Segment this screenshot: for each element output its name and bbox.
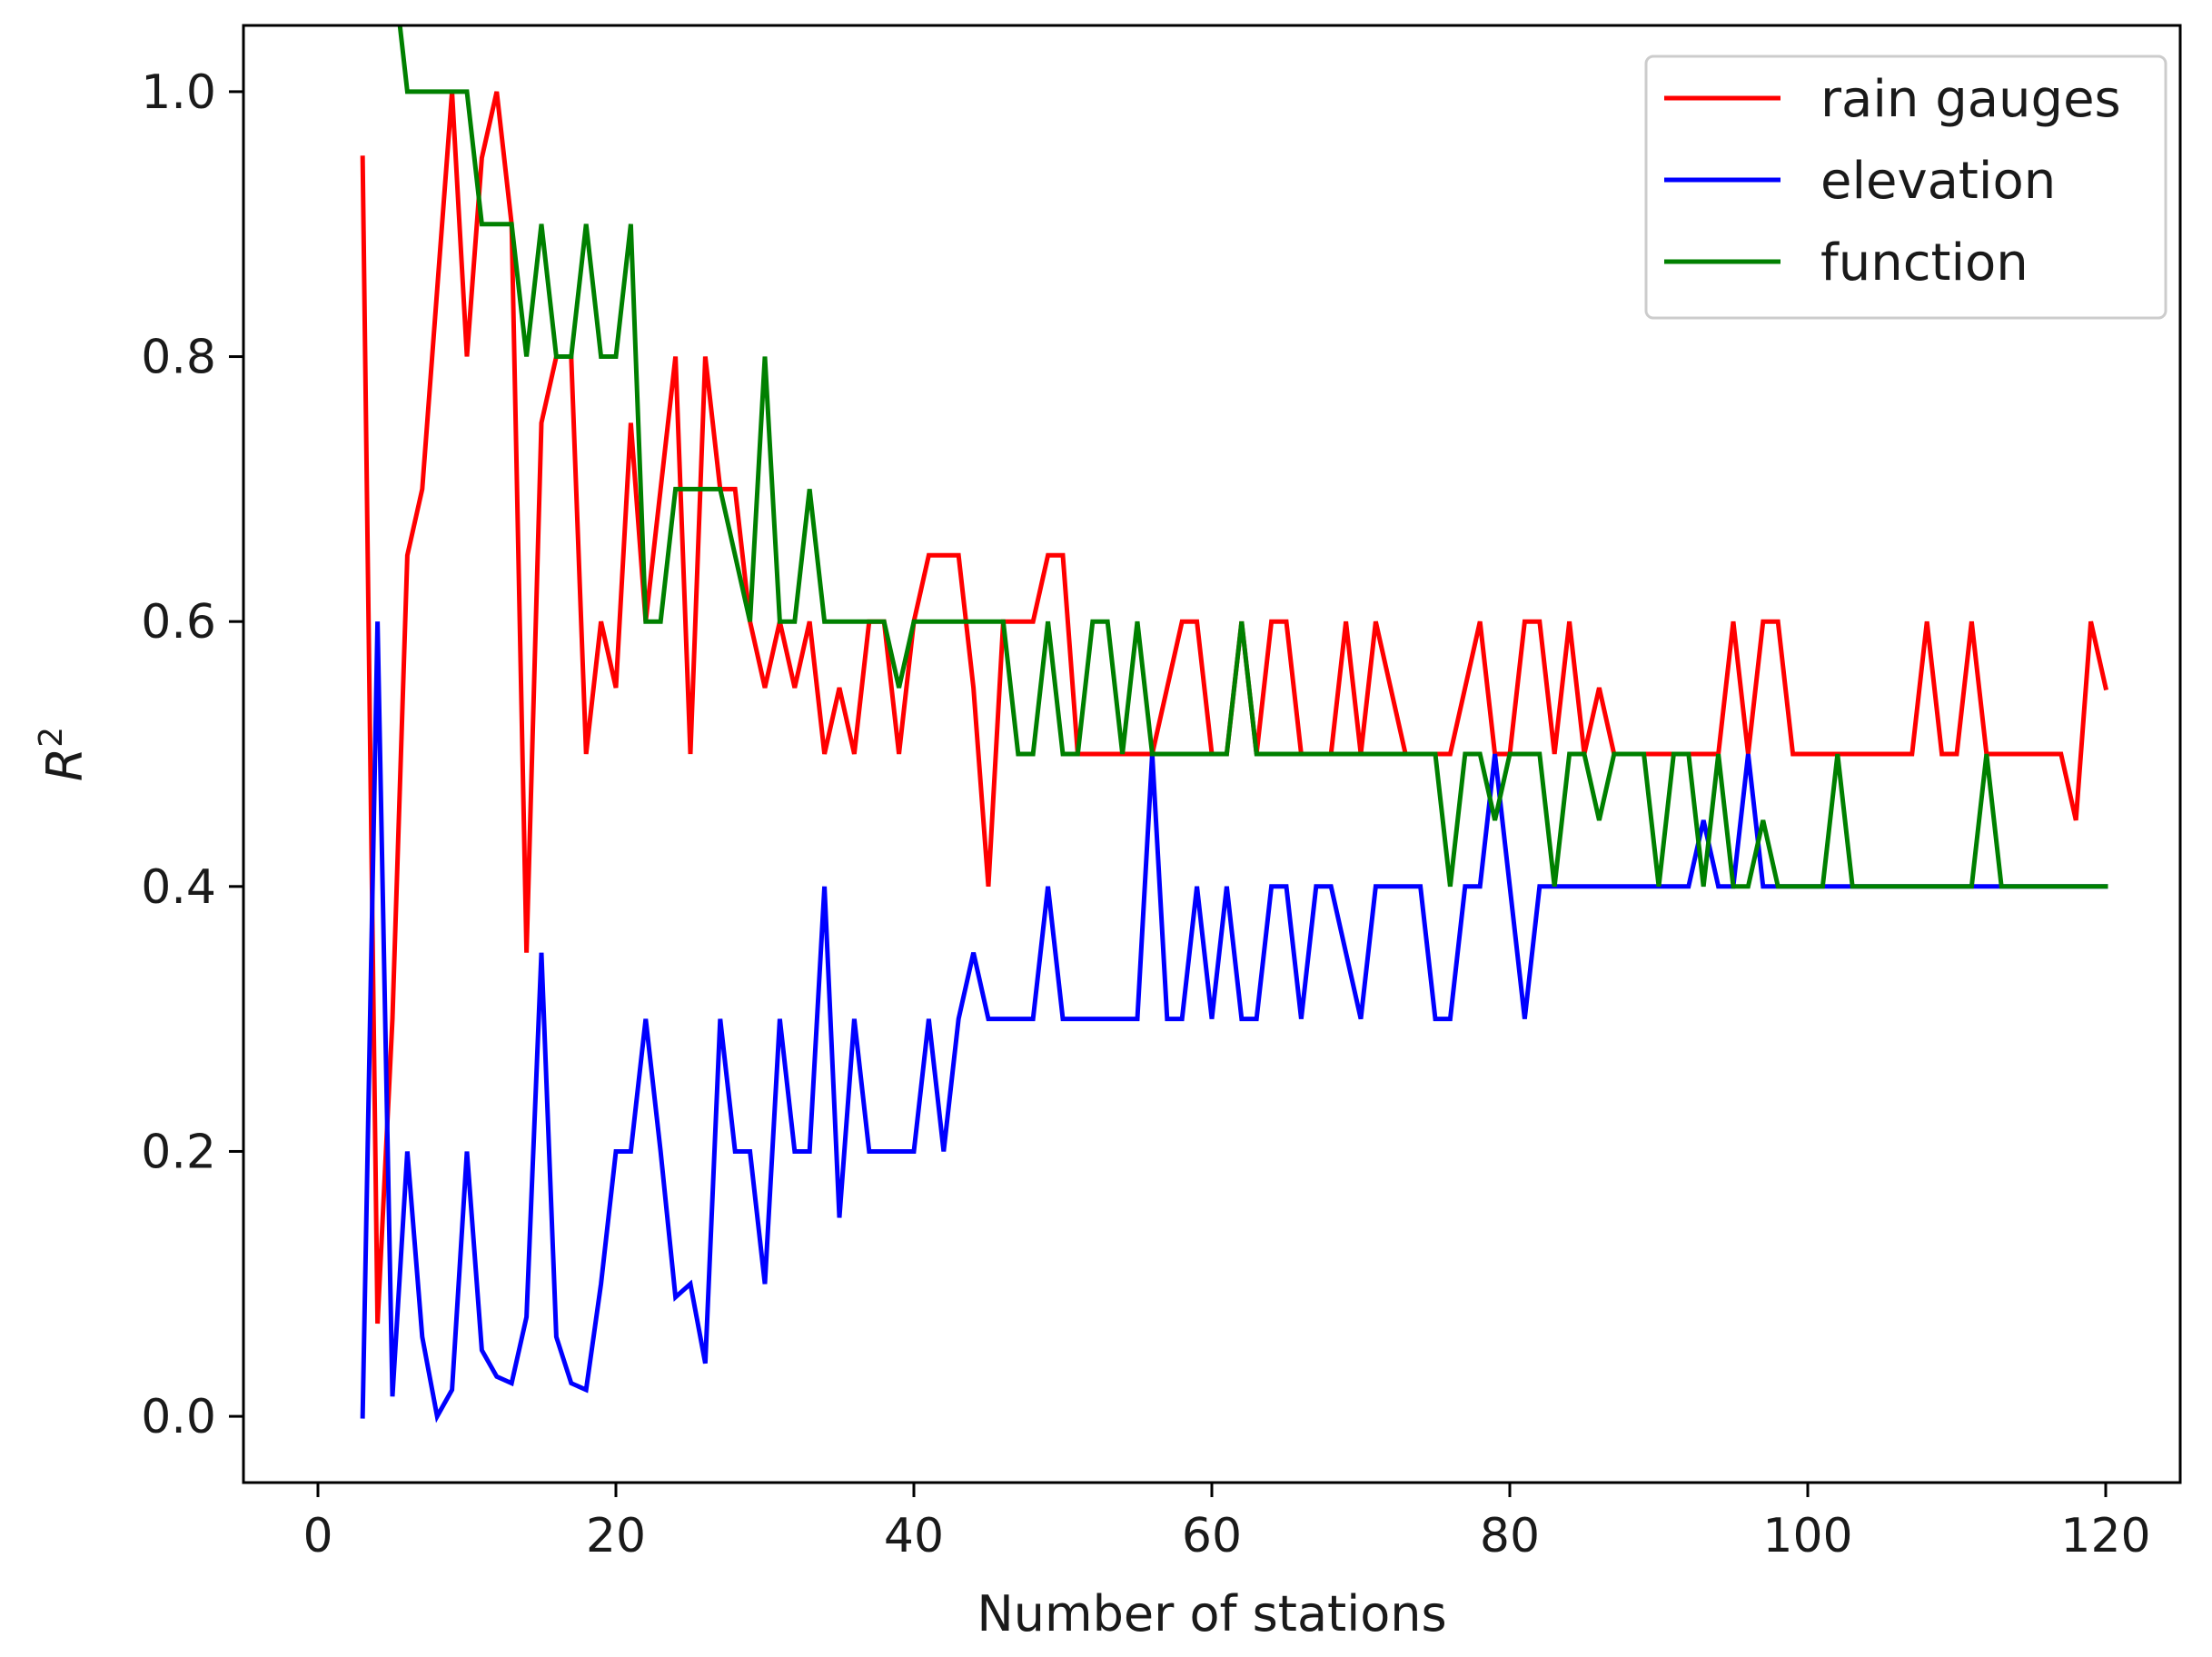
x-tick-label: 120 <box>2060 1509 2150 1563</box>
x-tick-label: 20 <box>586 1509 646 1563</box>
legend: rain gauges elevation function <box>1644 55 2167 320</box>
legend-label-function: function <box>1820 233 2028 293</box>
legend-box <box>1644 55 2167 320</box>
y-axis: 0.0 0.2 0.4 0.6 0.8 1.0 <box>141 65 243 1444</box>
x-tick-label: 0 <box>303 1509 332 1563</box>
y-tick-label: 0.0 <box>141 1390 216 1444</box>
x-axis: 0 20 40 60 80 100 120 <box>303 1483 2151 1563</box>
legend-label-elevation: elevation <box>1820 152 2056 211</box>
x-tick-label: 80 <box>1480 1509 1540 1563</box>
series-layer <box>360 25 2108 1424</box>
y-tick-label: 0.2 <box>141 1125 216 1179</box>
series-line-function <box>397 25 2108 889</box>
y-axis-label-superscript: 2 <box>33 727 70 748</box>
y-axis-label: R2 <box>33 727 94 781</box>
x-tick-label: 40 <box>884 1509 944 1563</box>
x-tick-label: 100 <box>1762 1509 1852 1563</box>
y-tick-label: 0.4 <box>141 860 216 915</box>
y-axis-label-base: R <box>36 748 94 782</box>
x-axis-label: Number of stations <box>977 1585 1446 1642</box>
y-tick-label: 1.0 <box>141 65 216 120</box>
y-tick-label: 0.8 <box>141 331 216 385</box>
y-tick-label: 0.6 <box>141 595 216 650</box>
legend-label-rain-gauges: rain gauges <box>1820 70 2121 129</box>
x-tick-label: 60 <box>1182 1509 1242 1563</box>
